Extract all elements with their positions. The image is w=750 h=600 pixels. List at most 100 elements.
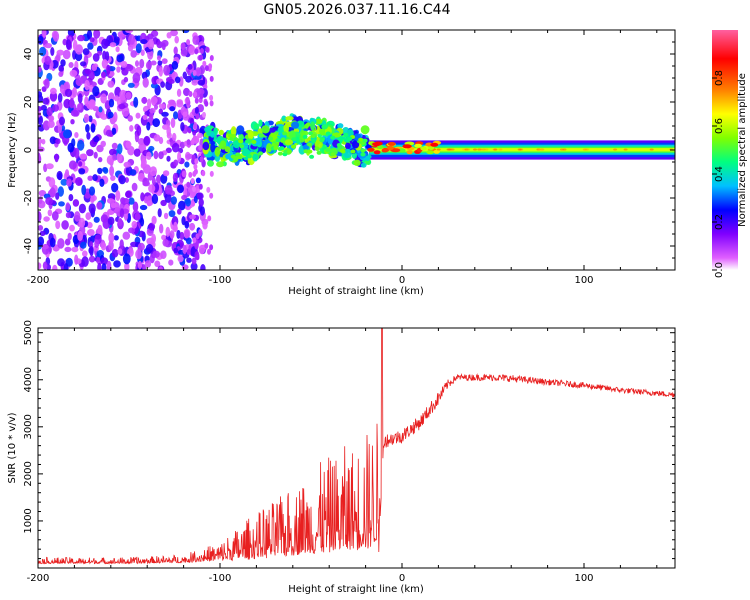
y-tick-label: -20 xyxy=(23,190,34,206)
heatmap-cell xyxy=(55,220,61,230)
heatmap-cell xyxy=(97,262,102,270)
heatmap-cell xyxy=(122,253,131,265)
heatmap-cell xyxy=(133,96,139,108)
heatmap-cell xyxy=(64,238,71,246)
heatmap-cell xyxy=(196,88,205,96)
heatmap-cell xyxy=(99,178,105,187)
heatmap-cell xyxy=(38,35,44,45)
heatmap-cell xyxy=(330,152,336,157)
heatmap-cell xyxy=(70,119,75,125)
heatmap-cell xyxy=(290,144,296,149)
heatmap-cell xyxy=(184,220,190,229)
heatmap-cell xyxy=(170,30,178,37)
heatmap-cell xyxy=(255,139,261,146)
heatmap-cell xyxy=(150,60,157,66)
heatmap-cell xyxy=(194,97,199,104)
heatmap-cell xyxy=(204,242,209,249)
heatmap-cell xyxy=(241,148,251,157)
heatmap-cell xyxy=(165,147,172,154)
heatmap-cell xyxy=(195,177,201,184)
heatmap-cell xyxy=(315,118,323,125)
heatmap-cell xyxy=(372,142,381,147)
heatmap-cell xyxy=(116,152,123,163)
heatmap-cell xyxy=(207,160,214,167)
heatmap-cell xyxy=(90,123,96,133)
heatmap-cell xyxy=(72,87,77,98)
heatmap-cell xyxy=(140,217,145,227)
heatmap-cell xyxy=(199,93,204,100)
heatmap-cell xyxy=(47,209,53,217)
heatmap-cell xyxy=(127,82,135,88)
heatmap-cell xyxy=(41,138,46,145)
heatmap-cell xyxy=(365,156,371,162)
heatmap-cell xyxy=(337,123,344,129)
x-tick-label: -200 xyxy=(27,275,50,286)
heatmap-cell xyxy=(78,168,86,175)
heatmap-cell xyxy=(181,216,186,226)
heatmap-cell xyxy=(38,146,45,152)
heatmap-cell xyxy=(86,149,94,157)
heatmap-cell xyxy=(137,242,145,251)
heatmap-cell xyxy=(62,38,67,46)
heatmap-cell xyxy=(314,146,320,151)
heatmap-cell xyxy=(281,115,287,122)
heatmap-cell xyxy=(285,116,294,121)
heatmap-cell xyxy=(169,106,176,112)
heatmap-cell xyxy=(108,232,115,244)
colorbar-tick-label: 0.0 xyxy=(714,262,725,278)
heatmap-cell xyxy=(92,86,100,97)
heatmap-cell xyxy=(196,192,204,200)
heatmap-cell xyxy=(60,178,68,186)
heatmap-cell xyxy=(77,139,85,151)
heatmap-cell xyxy=(128,197,135,205)
heatmap-cell xyxy=(101,59,108,69)
heatmap-cell xyxy=(66,178,72,187)
heatmap-cell xyxy=(186,257,192,263)
heatmap-cell xyxy=(168,259,174,266)
heatmap-cell xyxy=(69,224,75,232)
heatmap-cell xyxy=(119,208,125,219)
heatmap-cell xyxy=(282,131,288,136)
heatmap-cell xyxy=(195,113,200,120)
heatmap-cell xyxy=(205,46,210,53)
heatmap-cell xyxy=(127,44,134,52)
heatmap-cell xyxy=(167,99,176,106)
heatmap-cell xyxy=(209,75,214,82)
heatmap-cell xyxy=(176,229,181,239)
heatmap-cell xyxy=(119,239,124,251)
heatmap-cell xyxy=(310,134,316,139)
heatmap-cell xyxy=(57,186,64,197)
heatmap-cell xyxy=(158,151,164,160)
y-tick-label: 2000 xyxy=(23,461,34,486)
heatmap-cell xyxy=(180,122,185,132)
heatmap-cell xyxy=(382,147,390,152)
heatmap-cell xyxy=(202,220,208,230)
heatmap-cell xyxy=(623,148,628,151)
heatmap-cell xyxy=(106,260,112,270)
heatmap-cell xyxy=(283,123,290,134)
heatmap-cell xyxy=(70,109,79,117)
heatmap-cell xyxy=(219,140,227,150)
heatmap-cell xyxy=(57,238,65,249)
colorbar-tick-label: 0.2 xyxy=(714,214,725,230)
x-tick-label: -100 xyxy=(209,573,232,584)
heatmap-cell xyxy=(91,64,98,71)
heatmap-cell xyxy=(145,243,154,253)
heatmap-cell xyxy=(76,103,82,111)
heatmap-cell xyxy=(156,174,161,184)
heatmap-cell xyxy=(55,138,61,145)
heatmap-cell xyxy=(59,116,65,126)
heatmap-cell xyxy=(150,96,158,105)
heatmap-cell xyxy=(71,246,79,253)
heatmap-cell xyxy=(170,117,176,128)
heatmap-cell xyxy=(230,154,236,159)
heatmap-cell xyxy=(135,112,141,119)
heatmap-cell xyxy=(129,169,137,176)
heatmap-cell xyxy=(110,202,117,209)
heatmap-cell xyxy=(107,111,114,119)
heatmap-cell xyxy=(303,123,309,129)
heatmap-cell xyxy=(113,235,119,241)
heatmap-cell xyxy=(75,77,84,86)
heatmap-cell xyxy=(190,178,195,184)
